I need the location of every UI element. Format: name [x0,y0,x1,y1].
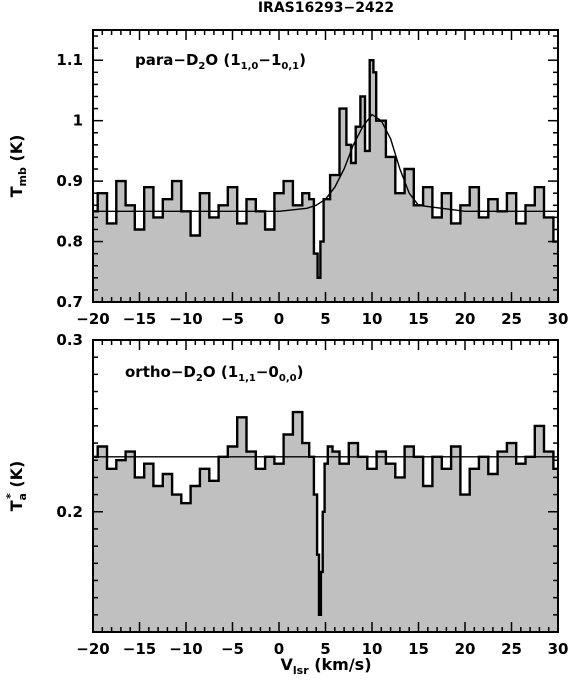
y-axis-label-sub: a [16,493,29,500]
y-axis-label-main: T [7,186,26,197]
y-axis-label-unit: (K) [7,461,26,494]
x-tick-label: −15 [123,640,156,658]
y-axis-label-main: T [7,500,26,511]
x-tick-label: 10 [362,640,383,658]
panel-annotation: ortho−D2O (11,1−00,0) [125,363,303,384]
annotation-part: −1 [258,51,281,69]
figure-title: IRAS16293−2422 [258,0,394,16]
x-tick-label: 10 [362,310,383,328]
x-tick-label: 0 [274,310,284,328]
x-tick-label: 15 [408,640,429,658]
y-axis-label-sub: mb [16,167,29,186]
x-axis-label-sub: lsr [293,664,309,677]
x-tick-label: 25 [501,640,522,658]
x-tick-label: 5 [320,640,330,658]
annotation-part: ) [297,363,304,381]
y-axis-label-unit: (K) [7,135,26,168]
fit-line-top [93,113,558,212]
annotation-part: −0 [256,363,279,381]
annotation-part: 2 [198,61,205,72]
x-tick-label: −5 [221,640,244,658]
y-axis-label: Tmb (K) [7,135,29,198]
panel-annotation: para−D2O (11,0−10,1) [135,51,306,72]
x-tick-label: −10 [169,310,202,328]
annotation-part: 0,1 [281,61,299,72]
y-tick-label: 0.8 [56,233,83,251]
x-tick-label: −15 [123,310,156,328]
annotation-part: 2 [196,373,203,384]
spectrum-line-top [93,59,558,279]
x-tick-label: −20 [76,640,109,658]
spectrum-line-bottom [93,410,558,616]
y-tick-label: 0.9 [56,172,83,190]
x-tick-label: 0 [274,640,284,658]
y-tick-label: 0.3 [56,331,83,349]
annotation-part: ) [299,51,306,69]
x-tick-label: 30 [548,310,568,328]
annotation-part: 1,0 [241,61,259,72]
annotation-part: 0,0 [279,373,297,384]
x-tick-label: −20 [76,310,109,328]
x-tick-label: −5 [221,310,244,328]
y-tick-label: 0.7 [56,293,83,311]
y-tick-label: 1.1 [56,51,83,69]
spectrum-fill-top [93,60,558,302]
x-axis-label-main: V [280,655,293,674]
annotation-part: ortho−D [125,363,196,381]
x-tick-label: 15 [408,310,429,328]
panel-ortho-d2o: −20 −15 −10 −5 0 5 10 15 20 25 30 0.2 0.3 ortho−D2O (… [4,331,568,658]
annotation-part: para−D [135,51,198,69]
y-tick-label: 0.2 [56,503,83,521]
annotation-part: 1,1 [238,373,256,384]
panel-para-d2o: −20 −15 −10 −5 0 5 10 15 20 25 30 0.7 0.8 0.9 1 1.1 para… [7,29,568,328]
spectrum-fill-bottom [93,412,558,632]
annotation-part: O (1 [203,363,238,381]
x-axis-label-unit: (km/s) [309,655,372,674]
y-axis-label-sup: * [4,493,17,499]
x-tick-label: 5 [320,310,330,328]
x-tick-label: 25 [501,310,522,328]
y-axis-label: Ta* (K) [4,461,29,512]
annotation-part: O (1 [205,51,240,69]
x-tick-label: −10 [169,640,202,658]
x-tick-label: 20 [455,640,476,658]
x-axis-label: Vlsr (km/s) [280,655,371,677]
x-tick-label: 20 [455,310,476,328]
x-tick-label: 30 [548,640,568,658]
y-tick-label: 1 [73,112,83,130]
